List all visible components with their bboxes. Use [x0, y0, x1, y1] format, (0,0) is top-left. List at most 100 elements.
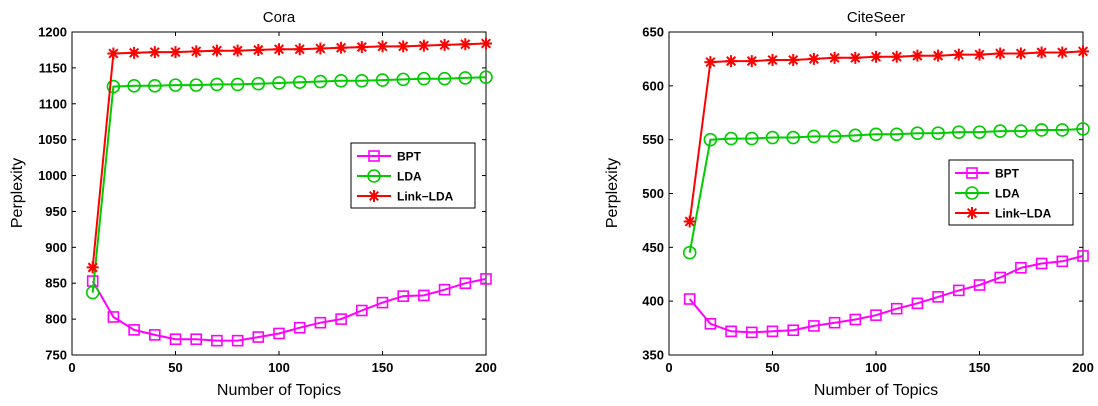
data-point	[1056, 46, 1069, 59]
legend-entry: LDA	[955, 186, 1020, 201]
data-point	[1077, 250, 1089, 262]
x-tick-label: 0	[665, 360, 672, 375]
data-point	[683, 293, 696, 305]
legend: BPT LDA Link−LDA	[350, 142, 476, 209]
legend-marker	[965, 186, 979, 200]
data-point	[1035, 257, 1048, 270]
x-tick-label: 200	[475, 360, 497, 375]
y-tick-label: 850	[45, 276, 67, 291]
legend-entry: Link−LDA	[955, 207, 1052, 221]
data-point	[931, 126, 945, 141]
chart-title: Cora	[263, 9, 296, 26]
data-point	[1055, 123, 1070, 137]
data-point	[437, 71, 452, 86]
data-point	[994, 47, 1007, 60]
data-point	[890, 50, 903, 63]
data-point	[355, 304, 368, 317]
data-point	[704, 56, 717, 69]
series-line	[91, 277, 487, 342]
data-point	[251, 76, 266, 91]
legend-label: BPT	[397, 150, 422, 164]
data-point	[190, 333, 202, 346]
legend-marker	[966, 167, 978, 179]
data-point	[849, 51, 862, 64]
legend-label: Link−LDA	[995, 207, 1052, 221]
data-point	[1034, 123, 1049, 137]
y-tick-label: 950	[45, 204, 67, 219]
data-point	[210, 44, 223, 57]
data-point	[745, 326, 758, 339]
data-point	[952, 48, 965, 61]
series-star	[86, 37, 492, 274]
data-point	[168, 78, 183, 92]
data-point	[438, 38, 451, 51]
data-point	[994, 271, 1007, 284]
data-point	[848, 128, 863, 143]
data-point	[744, 131, 759, 146]
data-point	[107, 311, 120, 323]
data-point	[869, 127, 883, 142]
data-point	[418, 289, 430, 302]
data-point	[787, 53, 800, 66]
series-star	[683, 45, 1089, 228]
data-point	[335, 313, 347, 325]
data-point	[890, 302, 903, 315]
data-point	[973, 48, 986, 61]
legend-label: LDA	[995, 187, 1020, 201]
data-point	[745, 55, 758, 68]
data-point	[106, 79, 121, 94]
y-tick-label: 800	[45, 312, 67, 327]
data-point	[190, 45, 203, 58]
data-point	[272, 76, 286, 90]
x-tick-label: 50	[168, 360, 182, 375]
data-point	[1014, 47, 1027, 60]
data-point	[397, 290, 410, 302]
data-point	[273, 43, 285, 56]
legend-label: BPT	[995, 167, 1020, 181]
legend-entry: BPT	[955, 167, 1020, 181]
data-point	[210, 77, 224, 92]
series-layer	[85, 37, 493, 347]
series-circle	[85, 70, 493, 300]
series-layer	[682, 45, 1090, 339]
legend-marker	[368, 190, 380, 202]
data-point	[293, 43, 306, 56]
data-point	[459, 277, 472, 290]
data-point	[355, 41, 368, 54]
legend-marker	[368, 150, 380, 162]
data-point	[932, 291, 944, 303]
x-tick-label: 50	[765, 360, 779, 375]
data-point	[459, 38, 472, 51]
x-tick-label: 150	[969, 360, 991, 375]
data-point	[231, 44, 244, 57]
data-point	[169, 46, 182, 59]
legend-marker	[966, 207, 978, 219]
data-point	[993, 124, 1008, 138]
data-point	[911, 297, 924, 310]
data-point	[827, 129, 842, 144]
data-point	[870, 309, 882, 321]
tick-group: 0 50 100 150 200 350 400 450 500 550 600 650	[642, 25, 1094, 376]
series-circle	[682, 122, 1090, 260]
data-point	[808, 320, 820, 332]
legend: BPT LDA Link−LDA	[948, 159, 1074, 226]
data-point	[1035, 46, 1048, 59]
data-point	[230, 77, 245, 92]
data-point	[787, 324, 800, 337]
data-point	[293, 321, 306, 334]
data-point	[396, 72, 411, 87]
data-point	[951, 125, 966, 139]
series-line	[688, 254, 1084, 334]
legend-label: Link−LDA	[397, 190, 454, 204]
data-point	[1014, 124, 1028, 138]
tick-group: 0 50 100 150 200 750 800 850 900 950 1000 1050 1100 1…	[38, 25, 497, 376]
data-point	[85, 285, 100, 300]
x-tick-label: 0	[68, 360, 75, 375]
data-point	[314, 42, 327, 55]
data-point	[376, 296, 389, 309]
data-point	[725, 55, 738, 68]
data-point	[211, 334, 223, 347]
data-point	[849, 313, 862, 326]
data-point	[252, 43, 265, 56]
data-point	[479, 70, 493, 85]
